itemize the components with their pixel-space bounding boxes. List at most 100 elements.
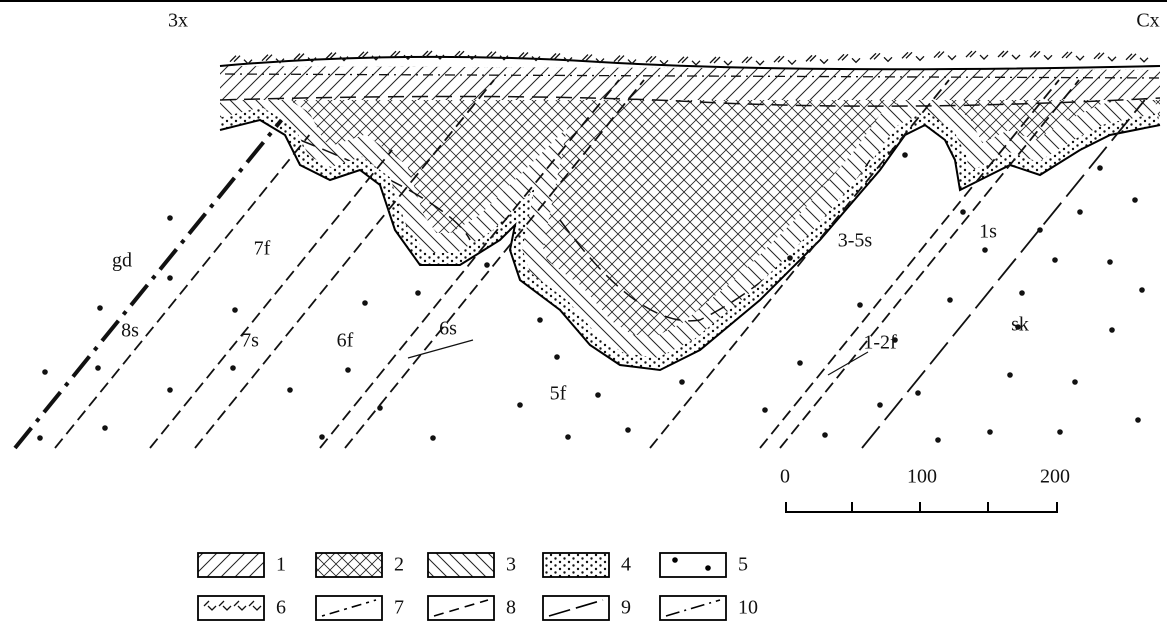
legend-swatch	[197, 595, 265, 621]
rock-dot	[915, 390, 921, 396]
rock-dot	[1015, 324, 1021, 330]
section-label: 1-2f	[863, 332, 897, 354]
leader-line	[407, 339, 474, 359]
rock-dot	[167, 387, 173, 393]
rock-dot	[167, 275, 173, 281]
soil-mark	[901, 51, 925, 62]
soil-mark	[997, 50, 1021, 60]
section-label: 6f	[337, 330, 354, 352]
rock-dot	[1072, 379, 1078, 385]
rock-dot	[97, 305, 103, 311]
rock-dot	[167, 215, 173, 221]
vein	[13, 118, 284, 450]
rock-dot	[1135, 417, 1141, 423]
rock-dot	[625, 427, 631, 433]
rock-dot	[1019, 290, 1025, 296]
direction-east: Cx	[1136, 10, 1159, 32]
legend-line	[548, 599, 604, 617]
rock-dot	[762, 407, 768, 413]
rock-dot	[679, 379, 685, 385]
vein	[344, 79, 645, 449]
section-label: 6s	[439, 318, 457, 340]
legend-line	[665, 599, 721, 617]
soil-mark	[709, 56, 733, 66]
rock-dot	[415, 290, 421, 296]
soil-mark	[421, 50, 445, 60]
soil-mark	[645, 55, 669, 66]
section-label: 8s	[121, 320, 139, 342]
legend-swatch	[315, 595, 383, 621]
section-label: 7s	[241, 330, 259, 352]
legend-label: 6	[276, 597, 286, 619]
rock-dot	[947, 297, 953, 303]
legend-label: 7	[394, 597, 404, 619]
rock-dot	[37, 435, 43, 441]
soil-mark	[549, 53, 573, 63]
vein	[649, 79, 950, 449]
soil-mark	[1029, 50, 1053, 61]
rock-dot	[787, 255, 793, 261]
vein	[319, 79, 620, 449]
legend-label: 2	[394, 554, 404, 576]
soil-mark	[293, 53, 317, 63]
rock-dot	[935, 437, 941, 443]
soil-mark	[965, 50, 989, 61]
host-rock-dots	[37, 152, 1145, 443]
crust-zone-1	[220, 66, 1160, 100]
section-label: 7f	[254, 238, 271, 260]
rock-dot	[857, 302, 863, 308]
rock-dot	[1097, 165, 1103, 171]
legend-swatch	[197, 552, 265, 578]
rock-dot	[287, 387, 293, 393]
rock-dot	[517, 402, 523, 408]
rock-dot	[232, 307, 238, 313]
legend-label: 8	[506, 597, 516, 619]
soil-mark	[389, 50, 413, 61]
soil-mark	[261, 54, 285, 64]
legend-line	[321, 599, 377, 617]
legend-swatch	[427, 552, 495, 578]
legend-dot	[672, 557, 678, 563]
rock-dot	[1037, 227, 1043, 233]
rock-dot	[1077, 209, 1083, 215]
rock-dot	[595, 392, 601, 398]
legend-swatch	[542, 552, 610, 578]
rock-dot	[1139, 287, 1145, 293]
legend-label: 5	[738, 554, 748, 576]
legend-soil	[248, 600, 262, 611]
rock-dot	[377, 405, 383, 411]
legend-dot	[705, 565, 711, 571]
soil-mark	[741, 56, 765, 66]
soil-mark	[325, 52, 349, 62]
legend-soil	[233, 600, 247, 611]
legend-soil	[218, 600, 232, 611]
rock-dot	[554, 354, 560, 360]
labels: gd 7f 8s 7s 6f 6s 5f 3-5s 1-2f 1s sk	[112, 221, 1029, 405]
rock-dot	[319, 434, 325, 440]
section-label: 5f	[550, 383, 567, 405]
vein	[54, 134, 311, 449]
rock-dot	[982, 247, 988, 253]
vein	[149, 149, 393, 449]
soil-layer	[224, 50, 1161, 79]
leader-line	[827, 351, 869, 376]
rock-dot	[430, 435, 436, 441]
rock-dot	[345, 367, 351, 373]
soil-mark	[357, 51, 381, 61]
scale-ticks	[785, 502, 1058, 512]
soil-mark	[773, 55, 797, 66]
scale-label: 0	[780, 466, 790, 488]
section-label: sk	[1011, 314, 1029, 336]
soil-mark	[485, 51, 509, 61]
legend-label: 10	[738, 597, 758, 619]
rock-dot	[902, 152, 908, 158]
scale-label: 100	[907, 466, 937, 488]
rock-dot	[892, 337, 898, 343]
soil-mark	[581, 54, 605, 64]
veins	[13, 79, 1146, 450]
soil-mark	[517, 52, 541, 62]
surface-line	[219, 55, 1161, 71]
soil-mark	[1061, 51, 1085, 61]
